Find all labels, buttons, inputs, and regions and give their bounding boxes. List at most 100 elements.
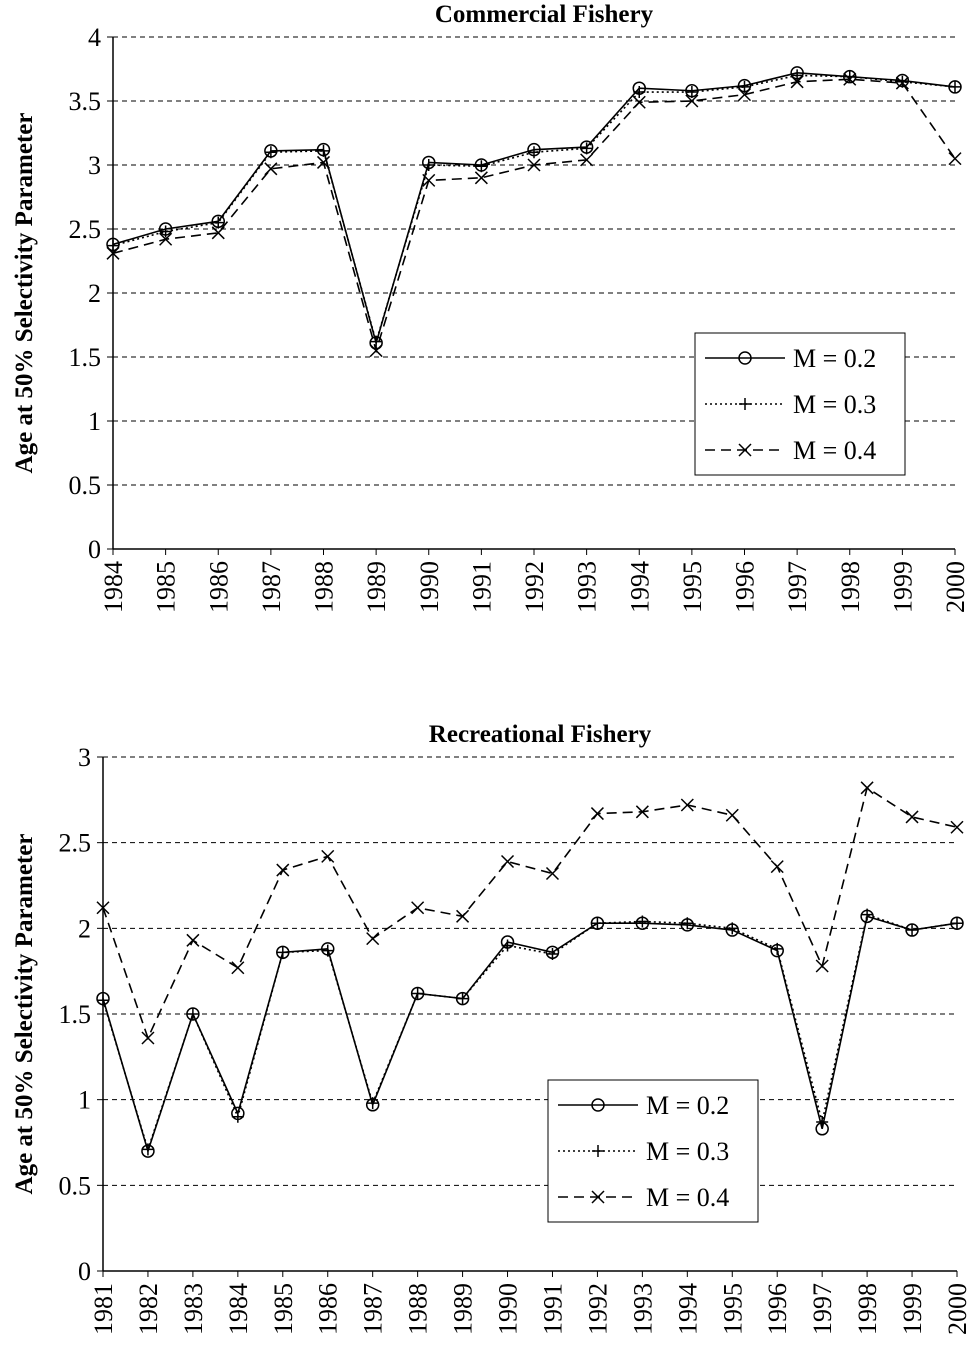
- marker: [212, 216, 225, 229]
- marker-plus: [685, 86, 698, 99]
- marker: [635, 805, 649, 819]
- marker: [816, 1115, 829, 1128]
- x-tick-label: 1999: [888, 561, 917, 613]
- marker: [475, 160, 488, 173]
- x-tick-label: 1990: [494, 1283, 523, 1335]
- x-tick-label: 1984: [224, 1283, 253, 1335]
- marker: [681, 917, 694, 930]
- marker-plus: [411, 987, 424, 1000]
- marker: [896, 75, 909, 88]
- y-tick-label: 4: [88, 23, 101, 52]
- x-tick-label: 1990: [415, 561, 444, 613]
- x-tick-label: 1995: [678, 561, 707, 613]
- marker-plus: [141, 1143, 154, 1156]
- marker-x: [500, 854, 515, 869]
- marker: [264, 146, 277, 159]
- marker-x: [545, 866, 560, 881]
- x-tick-label: 1998: [853, 1283, 882, 1335]
- marker: [580, 153, 594, 167]
- y-tick-label: 3.5: [69, 87, 102, 116]
- marker: [321, 849, 335, 863]
- marker-x: [738, 443, 752, 457]
- marker-x: [843, 72, 857, 86]
- marker-x: [527, 158, 541, 172]
- marker: [321, 944, 334, 957]
- marker-x: [186, 933, 200, 947]
- marker: [211, 226, 225, 240]
- marker-plus: [739, 398, 751, 410]
- x-tick-label: 1994: [625, 561, 654, 613]
- x-tick-label: 1987: [257, 561, 286, 613]
- marker: [411, 901, 425, 915]
- marker: [636, 915, 649, 928]
- marker: [770, 860, 784, 874]
- marker-x: [895, 76, 909, 90]
- marker: [737, 88, 752, 102]
- legend-label: M = 0.3: [646, 1137, 729, 1166]
- x-tick-label: 2000: [943, 1283, 969, 1335]
- legend-label: M = 0.2: [646, 1091, 729, 1120]
- marker-plus: [475, 160, 488, 173]
- marker-plus: [422, 159, 435, 171]
- y-tick-label: 2.5: [69, 215, 102, 244]
- marker-circle: [738, 351, 752, 365]
- y-tick-label: 1: [88, 407, 101, 436]
- marker-plus: [636, 915, 649, 928]
- x-tick-label: 1984: [99, 561, 128, 613]
- marker-x: [422, 173, 436, 187]
- marker-plus: [456, 992, 469, 1005]
- marker: [141, 1143, 154, 1156]
- x-tick-label: 1993: [628, 1283, 657, 1335]
- x-tick-label: 1997: [808, 1283, 837, 1335]
- marker: [527, 158, 541, 172]
- marker: [370, 335, 383, 348]
- marker-plus: [951, 917, 963, 930]
- series-line: [102, 786, 958, 1041]
- marker: [422, 173, 436, 187]
- marker-x: [635, 805, 649, 819]
- x-tick-label: 1988: [404, 1283, 433, 1335]
- x-tick-label: 1986: [314, 1283, 343, 1335]
- marker: [107, 239, 119, 252]
- marker: [141, 1031, 155, 1045]
- marker-x: [456, 909, 470, 923]
- x-tick-label: 1989: [362, 561, 391, 613]
- marker-plus: [896, 75, 909, 88]
- chart-title: Recreational Fishery: [429, 721, 652, 748]
- y-tick-label: 1.5: [69, 343, 102, 372]
- legend-label: M = 0.4: [793, 436, 876, 465]
- marker-x: [316, 155, 331, 169]
- x-tick-label: 1994: [673, 1283, 702, 1335]
- marker-x: [276, 863, 290, 877]
- marker-plus: [738, 80, 751, 93]
- marker-x: [737, 88, 752, 102]
- marker: [843, 72, 857, 86]
- series-line: [102, 915, 958, 1154]
- marker-x: [474, 171, 488, 185]
- marker: [317, 144, 330, 157]
- legend-label: M = 0.4: [646, 1183, 729, 1212]
- series-line: [102, 913, 958, 1152]
- marker: [738, 443, 752, 457]
- marker-x: [725, 808, 739, 822]
- marker-plus: [816, 1115, 829, 1128]
- marker: [633, 86, 646, 99]
- marker-plus: [726, 922, 739, 935]
- marker: [580, 142, 593, 155]
- y-tick-label: 2: [78, 914, 91, 943]
- marker: [906, 924, 919, 937]
- y-tick-label: 0: [88, 535, 101, 564]
- marker-x: [321, 849, 335, 863]
- marker-x: [685, 94, 699, 108]
- marker-plus: [370, 335, 383, 348]
- marker: [276, 946, 289, 959]
- marker: [861, 908, 874, 921]
- marker: [791, 69, 804, 82]
- marker: [186, 1008, 199, 1020]
- marker: [106, 246, 120, 260]
- marker: [316, 155, 331, 169]
- marker-plus: [97, 994, 109, 1007]
- y-axis-label: Age at 50% Selectivity Parameter: [11, 113, 38, 474]
- x-tick-label: 1992: [520, 561, 549, 613]
- marker-x: [366, 932, 380, 946]
